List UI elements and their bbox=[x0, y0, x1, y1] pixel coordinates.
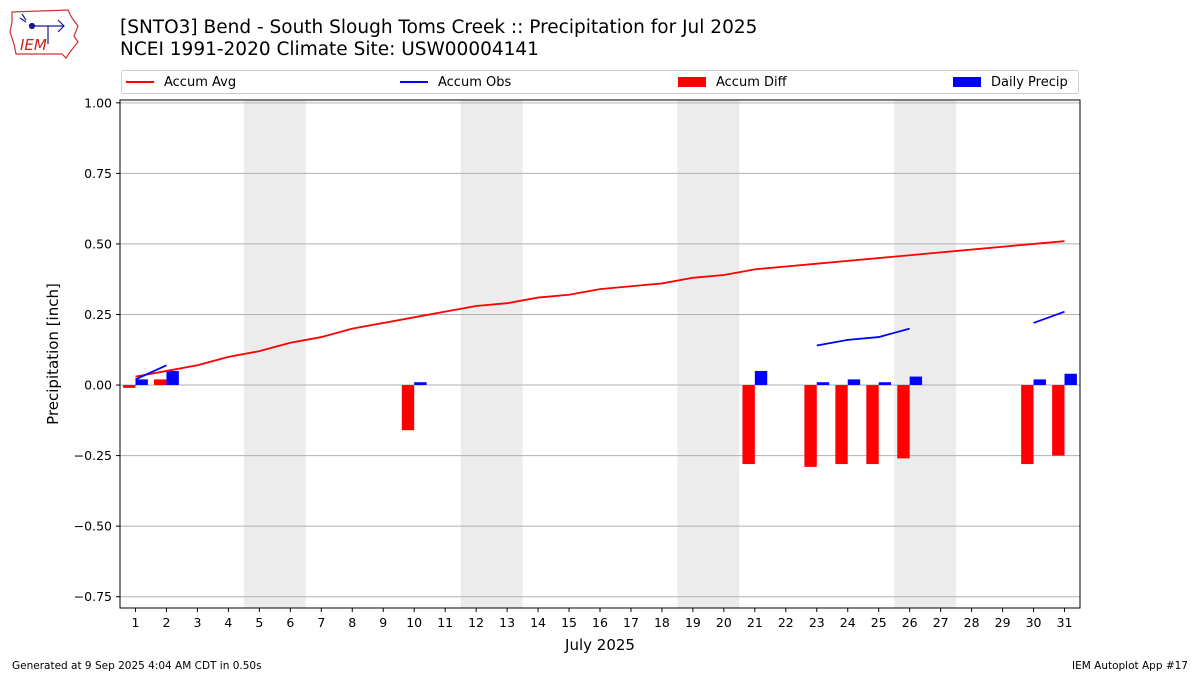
x-tick-label: 17 bbox=[623, 615, 639, 630]
legend: Accum Avg Accum Obs Accum Diff Daily Pre… bbox=[121, 70, 1079, 94]
legend-label-accum-diff: Accum Diff bbox=[716, 75, 787, 90]
x-tick-label: 30 bbox=[1026, 615, 1042, 630]
x-tick-label: 11 bbox=[437, 615, 453, 630]
weekend-shade bbox=[894, 100, 957, 608]
y-tick-label: 0.00 bbox=[84, 378, 112, 393]
legend-label-accum-obs: Accum Obs bbox=[438, 75, 512, 90]
legend-item-accum-obs: Accum Obs bbox=[400, 74, 511, 92]
weekend-shade bbox=[677, 100, 740, 608]
y-tick-label: −0.50 bbox=[74, 519, 112, 534]
daily-precip-bar bbox=[909, 376, 923, 386]
accum-avg-line bbox=[135, 240, 1065, 378]
accum-diff-bar bbox=[835, 385, 848, 465]
daily-precip-bar bbox=[816, 382, 830, 386]
legend-item-daily-precip: Daily Precip bbox=[953, 74, 1068, 92]
accum-diff-bar bbox=[1021, 385, 1034, 465]
weekend-shade bbox=[460, 100, 523, 608]
iem-logo: IEM bbox=[9, 9, 79, 59]
y-axis-label: Precipitation [inch] bbox=[44, 283, 62, 425]
x-tick-label: 23 bbox=[809, 615, 825, 630]
x-tick-label: 24 bbox=[840, 615, 856, 630]
x-tick-label: 13 bbox=[499, 615, 515, 630]
x-tick-label: 16 bbox=[592, 615, 608, 630]
x-tick-label: 18 bbox=[654, 615, 670, 630]
y-tick-label: −0.25 bbox=[74, 448, 112, 463]
x-tick-label: 27 bbox=[933, 615, 949, 630]
legend-label-accum-avg: Accum Avg bbox=[164, 75, 237, 90]
x-tick-label: 6 bbox=[286, 615, 294, 630]
x-tick-label: 15 bbox=[561, 615, 577, 630]
weekend-shading-group bbox=[243, 100, 957, 608]
y-tick-label: 1.00 bbox=[84, 95, 112, 110]
weekend-shade bbox=[243, 100, 306, 608]
daily-precip-bar bbox=[878, 382, 892, 386]
x-tick-label: 5 bbox=[255, 615, 263, 630]
grid-lines-group bbox=[120, 102, 1080, 598]
y-tick-label: −0.75 bbox=[74, 589, 112, 604]
accum-diff-bar bbox=[401, 385, 415, 431]
x-tick-label: 8 bbox=[348, 615, 356, 630]
accum-diff-bar bbox=[154, 379, 167, 386]
daily-precip-bar bbox=[414, 382, 427, 386]
lines-group bbox=[135, 240, 1065, 381]
axes-group bbox=[116, 99, 1081, 612]
x-tick-label: 7 bbox=[317, 615, 325, 630]
accum-diff-bar bbox=[866, 385, 879, 465]
legend-item-accum-avg: Accum Avg bbox=[126, 74, 236, 92]
daily-precip-bar bbox=[1033, 379, 1046, 386]
y-tick-label: 0.50 bbox=[84, 236, 112, 251]
daily-precip-bar bbox=[754, 370, 768, 386]
x-tick-label: 10 bbox=[406, 615, 422, 630]
x-tick-label: 12 bbox=[468, 615, 484, 630]
logo-text: IEM bbox=[20, 36, 47, 54]
x-tick-label: 19 bbox=[685, 615, 701, 630]
x-tick-label: 9 bbox=[379, 615, 387, 630]
x-tick-label: 22 bbox=[778, 615, 794, 630]
iowa-state-outline bbox=[9, 9, 79, 59]
accum-diff-bar bbox=[1052, 385, 1065, 456]
legend-swatch-accum-avg bbox=[126, 80, 154, 83]
x-tick-label: 25 bbox=[871, 615, 887, 630]
accum-diff-bar bbox=[804, 385, 817, 467]
x-tick-label: 26 bbox=[902, 615, 918, 630]
daily-precip-bar bbox=[166, 370, 179, 386]
accum-obs-line bbox=[816, 327, 910, 347]
x-tick-label: 4 bbox=[224, 615, 232, 630]
accum-diff-bar bbox=[123, 385, 136, 388]
x-tick-label: 31 bbox=[1057, 615, 1073, 630]
x-tick-label: 20 bbox=[716, 615, 732, 630]
weather-station-icon bbox=[19, 13, 65, 44]
y-tick-label: 0.25 bbox=[84, 307, 112, 322]
daily-precip-bar bbox=[1064, 373, 1077, 386]
daily-precip-bar bbox=[135, 379, 148, 386]
generated-timestamp: Generated at 9 Sep 2025 4:04 AM CDT in 0… bbox=[12, 660, 262, 672]
x-tick-label: 1 bbox=[132, 615, 140, 630]
app-credit: IEM Autoplot App #17 bbox=[1072, 660, 1188, 672]
title-line-2: NCEI 1991-2020 Climate Site: USW00004141 bbox=[120, 39, 539, 60]
accum-obs-line bbox=[1033, 310, 1065, 324]
legend-label-daily-precip: Daily Precip bbox=[991, 75, 1068, 90]
axis-labels-group: −0.75−0.50−0.250.000.250.500.751.001 2 3 4 5… bbox=[44, 95, 1072, 654]
x-tick-label: 21 bbox=[747, 615, 763, 630]
chart-title: [SNTO3] Bend - South Slough Toms Creek :… bbox=[120, 17, 757, 61]
x-axis-label: July 2025 bbox=[564, 636, 635, 654]
accum-diff-bar bbox=[742, 385, 755, 465]
bars-group bbox=[123, 370, 1077, 467]
title-line-1: [SNTO3] Bend - South Slough Toms Creek :… bbox=[120, 17, 758, 38]
x-tick-label: 3 bbox=[193, 615, 201, 630]
legend-item-accum-diff: Accum Diff bbox=[678, 74, 787, 92]
legend-swatch-daily-precip bbox=[953, 76, 981, 87]
daily-precip-bar bbox=[847, 379, 861, 386]
x-tick-label: 2 bbox=[162, 615, 170, 630]
x-tick-label: 28 bbox=[964, 615, 980, 630]
accum-diff-bar bbox=[897, 385, 910, 459]
legend-swatch-accum-obs bbox=[400, 80, 428, 83]
x-tick-label: 14 bbox=[530, 615, 546, 630]
accum-obs-line bbox=[135, 364, 167, 381]
x-tick-label: 29 bbox=[995, 615, 1011, 630]
y-tick-label: 0.75 bbox=[84, 166, 112, 181]
legend-swatch-accum-diff bbox=[678, 76, 706, 87]
